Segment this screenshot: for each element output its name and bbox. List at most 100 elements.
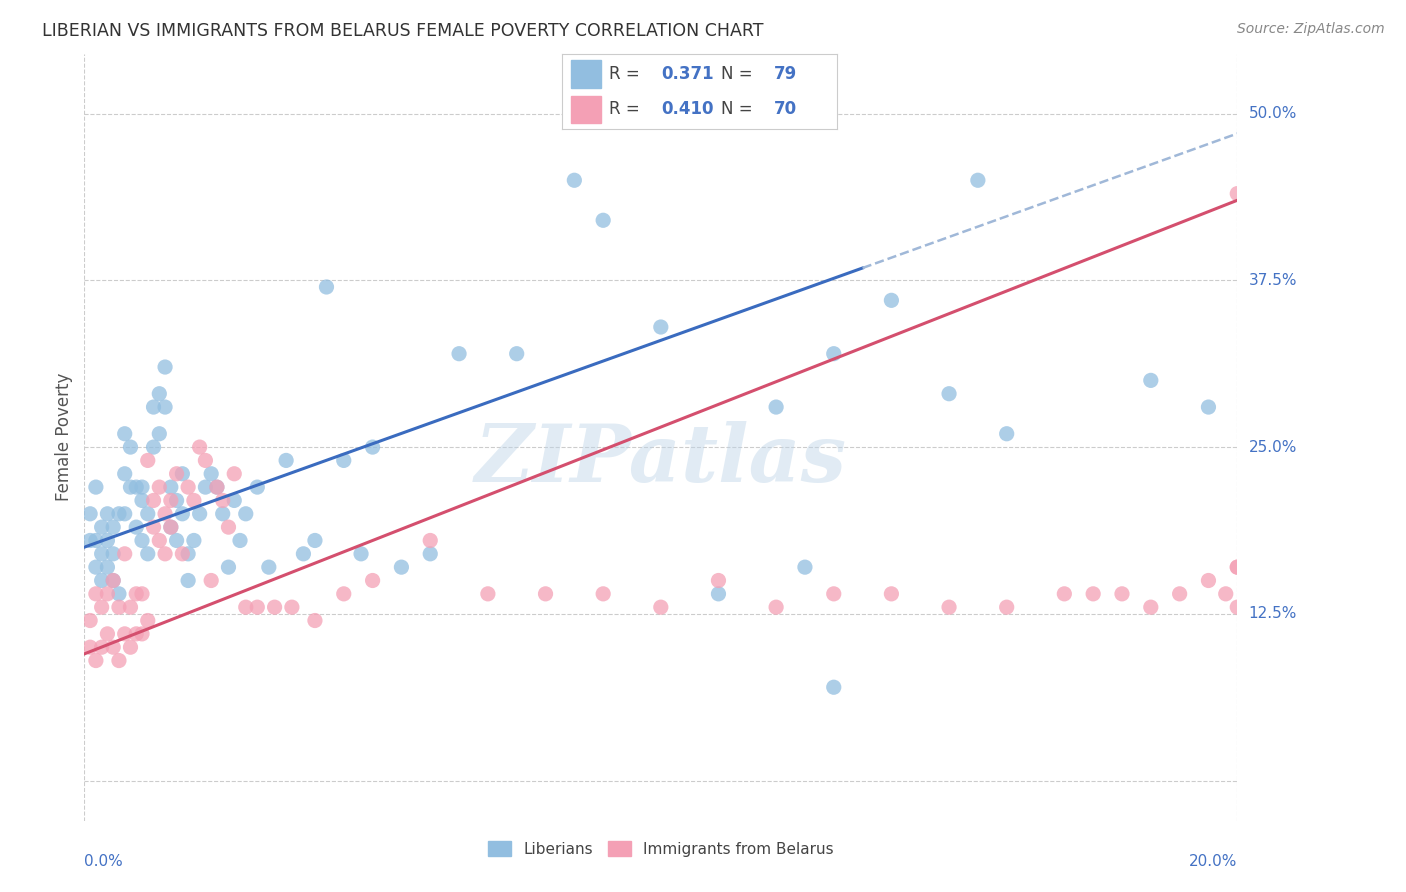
Point	[246, 600, 269, 615]
Point	[449, 347, 471, 361]
Point	[90, 520, 112, 534]
Point	[350, 547, 373, 561]
Point	[172, 547, 194, 561]
Point	[765, 600, 787, 615]
Text: N =: N =	[721, 100, 758, 119]
Bar	[571, 61, 600, 87]
Text: LIBERIAN VS IMMIGRANTS FROM BELARUS FEMALE POVERTY CORRELATION CHART: LIBERIAN VS IMMIGRANTS FROM BELARUS FEMA…	[42, 22, 763, 40]
Point	[148, 533, 170, 548]
Point	[96, 507, 118, 521]
Point	[361, 440, 384, 454]
Point	[177, 547, 200, 561]
Point	[136, 547, 159, 561]
Text: 0.0%: 0.0%	[84, 854, 124, 869]
Point	[103, 520, 124, 534]
Point	[564, 173, 586, 187]
Point	[172, 467, 194, 481]
Point	[235, 600, 257, 615]
Point	[142, 493, 165, 508]
Point	[200, 574, 222, 588]
Point	[131, 480, 153, 494]
Point	[172, 507, 194, 521]
Point	[114, 547, 136, 561]
Point	[84, 533, 107, 548]
Point	[1226, 560, 1249, 574]
Point	[153, 507, 176, 521]
Text: R =: R =	[609, 100, 645, 119]
Point	[1226, 186, 1249, 201]
Point	[103, 574, 124, 588]
Point	[823, 680, 845, 694]
Point	[1111, 587, 1133, 601]
Point	[183, 533, 205, 548]
Point	[938, 600, 960, 615]
Point	[114, 627, 136, 641]
Text: 50.0%: 50.0%	[1249, 106, 1298, 121]
Point	[142, 440, 165, 454]
Point	[79, 640, 101, 655]
Point	[650, 600, 672, 615]
Point	[794, 560, 817, 574]
Point	[79, 533, 101, 548]
Point	[218, 520, 240, 534]
Point	[125, 627, 148, 641]
Point	[114, 426, 136, 441]
Point	[1198, 400, 1220, 414]
Point	[114, 467, 136, 481]
Point	[120, 480, 142, 494]
Point	[177, 574, 200, 588]
Point	[131, 587, 153, 601]
Point	[136, 614, 159, 628]
Point	[108, 507, 131, 521]
Text: N =: N =	[721, 64, 758, 83]
Point	[166, 493, 188, 508]
Point	[96, 533, 118, 548]
Point	[995, 600, 1018, 615]
Text: ZIPatlas: ZIPatlas	[475, 421, 846, 499]
Point	[229, 533, 252, 548]
Point	[142, 400, 165, 414]
Y-axis label: Female Poverty: Female Poverty	[55, 373, 73, 501]
Point	[160, 520, 183, 534]
Point	[200, 467, 222, 481]
Point	[153, 400, 176, 414]
Point	[90, 547, 112, 561]
Point	[211, 507, 233, 521]
Text: 70: 70	[773, 100, 797, 119]
Point	[205, 480, 228, 494]
Point	[211, 493, 233, 508]
Point	[183, 493, 205, 508]
Point	[160, 493, 183, 508]
Point	[120, 600, 142, 615]
Point	[103, 640, 124, 655]
Point	[188, 440, 211, 454]
Text: 0.410: 0.410	[661, 100, 714, 119]
Point	[707, 587, 730, 601]
Point	[823, 587, 845, 601]
Point	[1140, 373, 1163, 387]
Point	[592, 587, 614, 601]
Point	[218, 560, 240, 574]
Point	[938, 386, 960, 401]
Point	[650, 320, 672, 334]
Point	[880, 587, 903, 601]
Point	[246, 480, 269, 494]
Point	[96, 627, 118, 641]
Point	[84, 480, 107, 494]
Point	[995, 426, 1018, 441]
Point	[79, 507, 101, 521]
Point	[136, 507, 159, 521]
Point	[153, 359, 176, 374]
Point	[90, 600, 112, 615]
Point	[131, 533, 153, 548]
Point	[419, 547, 441, 561]
Point	[103, 574, 124, 588]
Point	[114, 507, 136, 521]
Point	[276, 453, 298, 467]
Point	[1215, 587, 1237, 601]
Text: 79: 79	[773, 64, 797, 83]
Point	[166, 467, 188, 481]
Point	[506, 347, 529, 361]
Point	[205, 480, 228, 494]
Point	[79, 614, 101, 628]
